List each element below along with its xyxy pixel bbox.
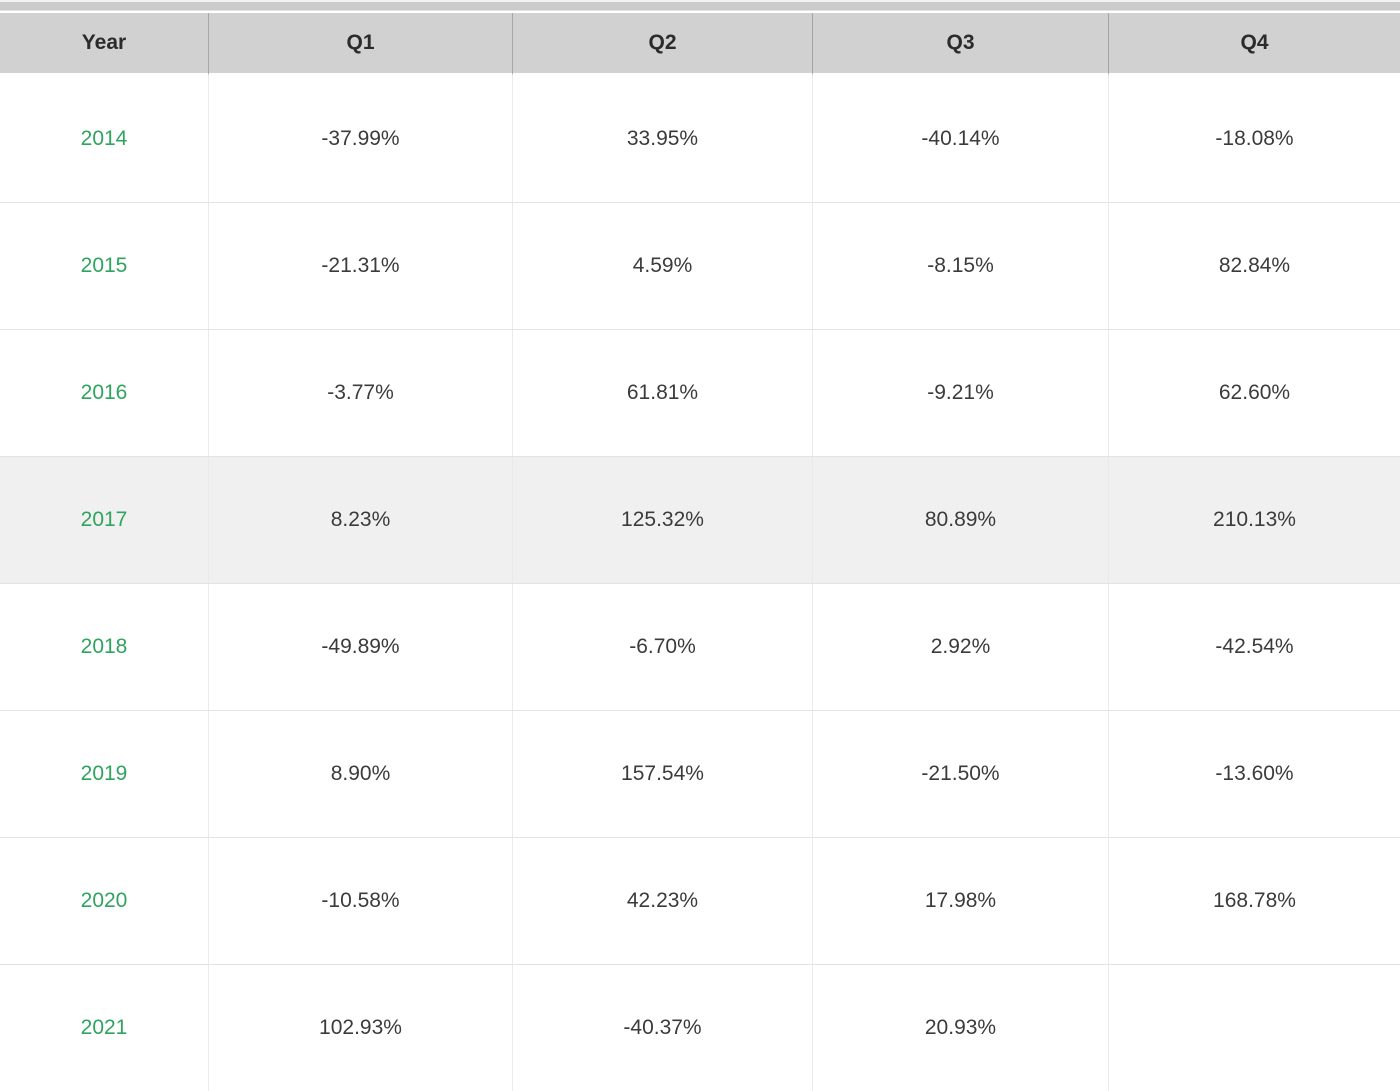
year-cell: 2016: [0, 329, 208, 456]
table-row: 2020 -10.58% 42.23% 17.98% 168.78%: [0, 837, 1400, 964]
cell-q1: -21.31%: [208, 202, 512, 329]
cell-q4: 62.60%: [1108, 329, 1400, 456]
cell-q3: -21.50%: [812, 710, 1108, 837]
cell-q2: 4.59%: [512, 202, 812, 329]
cell-q1: -49.89%: [208, 583, 512, 710]
cell-q2: 33.95%: [512, 76, 812, 202]
year-link[interactable]: 2014: [80, 127, 128, 150]
cell-q2: -40.37%: [512, 964, 812, 1091]
cell-q2: 125.32%: [512, 456, 812, 583]
table-row: 2014 -37.99% 33.95% -40.14% -18.08%: [0, 76, 1400, 202]
year-cell: 2014: [0, 76, 208, 202]
year-cell: 2015: [0, 202, 208, 329]
cell-q3: -40.14%: [812, 76, 1108, 202]
cell-q4: -13.60%: [1108, 710, 1400, 837]
strip-gap: [0, 11, 1400, 13]
cell-q3: 2.92%: [812, 583, 1108, 710]
year-link[interactable]: 2017: [80, 508, 128, 531]
quarterly-returns-table: Year Q1 Q2 Q3 Q4 2014 -37.99% 33.95% -40…: [0, 13, 1400, 1091]
cell-q1: -37.99%: [208, 76, 512, 202]
cell-q3: 80.89%: [812, 456, 1108, 583]
table-row: 2019 8.90% 157.54% -21.50% -13.60%: [0, 710, 1400, 837]
table-row: 2016 -3.77% 61.81% -9.21% 62.60%: [0, 329, 1400, 456]
horizontal-scrollbar[interactable]: [0, 0, 1400, 11]
year-cell: 2020: [0, 837, 208, 964]
year-cell: 2018: [0, 583, 208, 710]
year-link[interactable]: 2020: [80, 889, 128, 912]
table-row: 2018 -49.89% -6.70% 2.92% -42.54%: [0, 583, 1400, 710]
year-link[interactable]: 2019: [80, 762, 128, 785]
cell-q3: 20.93%: [812, 964, 1108, 1091]
cell-q1: 8.23%: [208, 456, 512, 583]
cell-q2: 42.23%: [512, 837, 812, 964]
cell-q4: -42.54%: [1108, 583, 1400, 710]
table-row: 2017 8.23% 125.32% 80.89% 210.13%: [0, 456, 1400, 583]
cell-q4: 168.78%: [1108, 837, 1400, 964]
year-cell: 2021: [0, 964, 208, 1091]
column-header-q1: Q1: [208, 13, 512, 76]
year-link[interactable]: 2016: [80, 381, 128, 404]
table-row: 2021 102.93% -40.37% 20.93%: [0, 964, 1400, 1091]
cell-q2: 61.81%: [512, 329, 812, 456]
cell-q2: 157.54%: [512, 710, 812, 837]
cell-q4: 82.84%: [1108, 202, 1400, 329]
year-link[interactable]: 2021: [80, 1016, 128, 1039]
column-header-q3: Q3: [812, 13, 1108, 76]
header-row: Year Q1 Q2 Q3 Q4: [0, 13, 1400, 76]
cell-q3: -9.21%: [812, 329, 1108, 456]
year-cell: 2017: [0, 456, 208, 583]
cell-q4: 210.13%: [1108, 456, 1400, 583]
table-row: 2015 -21.31% 4.59% -8.15% 82.84%: [0, 202, 1400, 329]
column-header-year: Year: [0, 13, 208, 76]
year-link[interactable]: 2015: [80, 254, 128, 277]
cell-q3: -8.15%: [812, 202, 1108, 329]
cell-q1: 102.93%: [208, 964, 512, 1091]
year-cell: 2019: [0, 710, 208, 837]
cell-q2: -6.70%: [512, 583, 812, 710]
cell-q4: -18.08%: [1108, 76, 1400, 202]
year-link[interactable]: 2018: [80, 635, 128, 658]
cell-q4: [1108, 964, 1400, 1091]
column-header-q2: Q2: [512, 13, 812, 76]
column-header-q4: Q4: [1108, 13, 1400, 76]
cell-q1: 8.90%: [208, 710, 512, 837]
cell-q3: 17.98%: [812, 837, 1108, 964]
cell-q1: -10.58%: [208, 837, 512, 964]
cell-q1: -3.77%: [208, 329, 512, 456]
